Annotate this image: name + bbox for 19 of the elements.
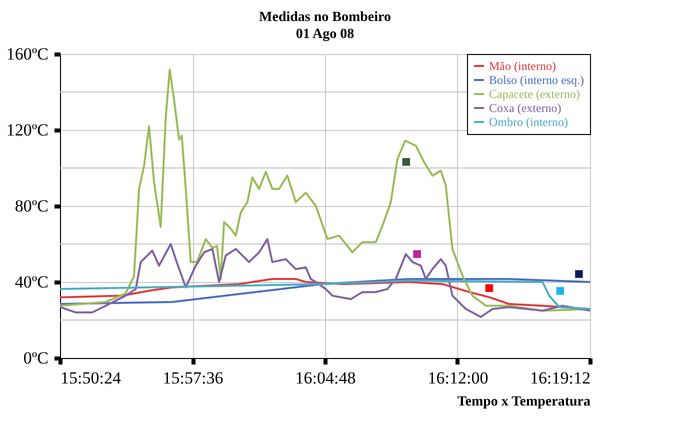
- y-tick-label: 120ºC: [6, 120, 48, 140]
- x-tick-label: 16:19:12: [530, 368, 590, 388]
- y-tick-label: 80ºC: [14, 196, 48, 216]
- x-tick-label: 15:50:24: [60, 368, 122, 388]
- chart-subtitle: 01 Ago 08: [296, 27, 354, 42]
- legend-label: Ombro (interno): [489, 115, 568, 129]
- y-tick-label: 0ºC: [23, 348, 48, 368]
- x-axis-title: Tempo x Temperatura: [457, 394, 590, 410]
- x-tick-label: 16:12:00: [428, 368, 488, 388]
- chart-title: Medidas no Bombeiro: [259, 10, 391, 25]
- x-tick-label: 16:04:48: [295, 368, 356, 388]
- x-tick-label: 15:57:36: [162, 368, 224, 388]
- legend-label: Capacete (externo): [489, 87, 580, 101]
- y-tick-label: 160ºC: [6, 44, 48, 64]
- legend-label: Bolso (interno esq.): [489, 73, 584, 87]
- legend-label: Mão (interno): [489, 59, 556, 73]
- legend-label: Coxa (externo): [489, 101, 562, 115]
- line-series: [59, 238, 591, 318]
- y-tick-label: 40ºC: [14, 272, 48, 292]
